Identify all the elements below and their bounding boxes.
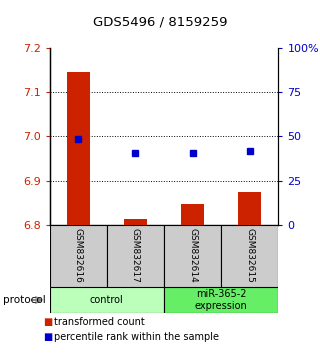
Bar xyxy=(221,225,278,287)
Text: percentile rank within the sample: percentile rank within the sample xyxy=(54,332,219,342)
Bar xyxy=(164,225,221,287)
Text: GSM832617: GSM832617 xyxy=(131,228,140,283)
Bar xyxy=(124,219,147,225)
Text: miR-365-2
expression: miR-365-2 expression xyxy=(195,289,248,311)
Bar xyxy=(181,204,204,225)
Bar xyxy=(107,225,164,287)
Text: GSM832616: GSM832616 xyxy=(74,228,83,283)
Bar xyxy=(50,287,164,313)
Text: GSM832615: GSM832615 xyxy=(245,228,254,283)
Bar xyxy=(67,72,90,225)
Text: protocol: protocol xyxy=(3,295,46,305)
Bar xyxy=(50,225,107,287)
Text: transformed count: transformed count xyxy=(54,317,145,327)
Bar xyxy=(164,287,278,313)
Text: ■: ■ xyxy=(43,317,52,327)
Bar xyxy=(238,193,261,225)
Text: GDS5496 / 8159259: GDS5496 / 8159259 xyxy=(93,16,227,29)
Text: ■: ■ xyxy=(43,332,52,342)
Text: GSM832614: GSM832614 xyxy=(188,228,197,283)
Text: control: control xyxy=(90,295,124,305)
